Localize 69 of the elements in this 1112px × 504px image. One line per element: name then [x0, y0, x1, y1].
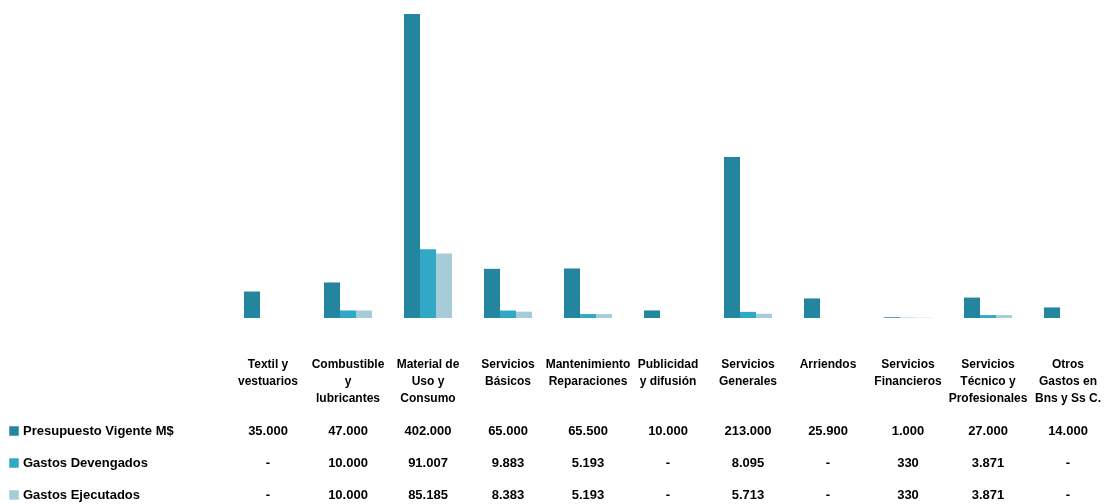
bar	[644, 310, 660, 318]
data-label: 8.383	[491, 487, 525, 502]
bar	[500, 310, 516, 318]
bar	[1044, 307, 1060, 318]
bar	[804, 298, 820, 318]
x-tick-label: Combustible y lubricantes	[311, 357, 385, 405]
bar	[740, 311, 756, 318]
legend-label: Gastos Ejecutados	[23, 487, 141, 502]
bar	[964, 297, 980, 318]
bar	[756, 313, 772, 318]
data-label: 9.883	[491, 455, 525, 470]
x-tick-label: Mantenimiento Reparaciones	[545, 357, 631, 388]
data-label: 1.000	[891, 423, 925, 438]
data-label: 47.000	[328, 423, 368, 438]
x-tick-label: Material de Uso y Consumo	[396, 357, 460, 405]
data-label: 213.000	[724, 423, 772, 438]
x-tick-label: Servicios Técnico y Profesionales	[948, 357, 1028, 405]
bar	[596, 314, 612, 318]
data-label: 5.193	[571, 487, 605, 502]
x-tick-label: Servicios Financieros	[874, 357, 942, 388]
data-label: 10.000	[328, 455, 368, 470]
data-label: -	[665, 455, 671, 470]
data-label: 10.000	[328, 487, 368, 502]
bar	[404, 14, 420, 318]
data-label: 3.871	[971, 487, 1005, 502]
x-tick-label: Servicios Generales	[718, 357, 778, 388]
data-label: 330	[897, 487, 919, 502]
data-label: -	[665, 487, 671, 502]
data-label: 27.000	[968, 423, 1008, 438]
bar	[244, 291, 260, 318]
data-label: 85.185	[408, 487, 448, 502]
data-label: 65.000	[488, 423, 528, 438]
x-tick-label: Arriendos	[799, 357, 857, 371]
data-label: 14.000	[1048, 423, 1088, 438]
data-label: -	[265, 455, 271, 470]
bar	[724, 156, 740, 318]
data-label: 35.000	[248, 423, 288, 438]
x-tick-label: Otros Gastos en Bns y Ss C.	[1034, 357, 1102, 405]
x-tick-label: Publicidad y difusión	[637, 357, 699, 388]
bar	[996, 315, 1012, 318]
data-label: 402.000	[404, 423, 452, 438]
bar	[420, 249, 436, 318]
legend-label: Presupuesto Vigente M$	[23, 423, 175, 438]
data-label: -	[825, 487, 831, 502]
bar	[980, 315, 996, 318]
data-label: 5.193	[571, 455, 605, 470]
data-label: 5.713	[731, 487, 765, 502]
bar	[436, 253, 452, 318]
data-label: -	[1065, 455, 1071, 470]
data-label: 25.900	[808, 423, 848, 438]
data-label: 8.095	[731, 455, 765, 470]
data-label: 65.500	[568, 423, 608, 438]
legend-label: Gastos Devengados	[23, 455, 148, 470]
data-label: 91.007	[408, 455, 448, 470]
bar	[516, 311, 532, 318]
data-label: 10.000	[648, 423, 688, 438]
data-label: 330	[897, 455, 919, 470]
data-label: -	[825, 455, 831, 470]
data-label: -	[1065, 487, 1071, 502]
bar	[340, 310, 356, 318]
bar	[356, 310, 372, 318]
bar	[564, 268, 580, 318]
x-tick-label: Servicios Básicos	[481, 357, 536, 388]
data-label: -	[265, 487, 271, 502]
x-tick-label: Textil y vestuarios	[237, 357, 299, 388]
bar	[324, 282, 340, 318]
bar	[484, 268, 500, 318]
bar	[580, 314, 596, 318]
data-label: 3.871	[971, 455, 1005, 470]
